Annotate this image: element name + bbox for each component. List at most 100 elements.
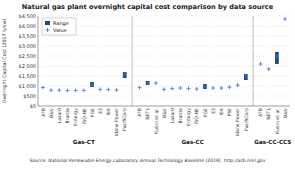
grid-line: [38, 96, 290, 97]
x-tick-label: Idaho Power: [114, 108, 119, 136]
chart: Natural gas plant overnight capital cost…: [0, 0, 295, 171]
x-tick-label: Brattle: [65, 108, 70, 124]
title: Natural gas plant overnight capital cost…: [22, 3, 274, 11]
group-label: Gas-CC-CCS: [254, 139, 291, 145]
y-tick-label: $500: [23, 93, 36, 99]
value-marker: [90, 83, 94, 87]
x-tick-label: Entergy: [186, 108, 191, 126]
x-tick-label: Entergy: [73, 108, 78, 126]
legend-label: Value: [53, 27, 67, 33]
value-marker: [267, 67, 271, 71]
x-tick-label: E3: [98, 108, 103, 114]
grid-line: [38, 106, 290, 107]
x-tick-label: Lazard: [170, 108, 175, 123]
x-tick-label: ISO-NE: [82, 108, 87, 124]
value-marker: [170, 87, 174, 91]
x-tick-label: B&V: [162, 107, 167, 118]
value-marker: [82, 88, 86, 92]
x-axis: [38, 106, 290, 107]
y-tick-label: $3,000: [19, 43, 37, 49]
value-marker: [41, 86, 45, 90]
x-tick-label: IEA: [219, 107, 224, 115]
value-marker: [74, 88, 78, 92]
legend-label: Range: [53, 20, 69, 27]
range-bar: [123, 72, 127, 78]
y-tick-label: $0: [30, 103, 36, 109]
y-axis-label: Overnight Capital Cost (2017 $/kw): [2, 19, 7, 104]
value-marker: [49, 88, 53, 92]
x-tick-label: Lazard: [57, 108, 62, 123]
legend-frame: [42, 18, 76, 35]
y-tick-label: $2,000: [19, 63, 37, 69]
value-marker: [154, 81, 158, 85]
x-tick-label: E3: [211, 108, 216, 114]
value-marker: [259, 62, 263, 66]
legend-swatch: [45, 21, 50, 25]
value-marker: [98, 87, 102, 91]
legend-swatch: [46, 28, 50, 32]
x-tick-label: PacifiCorp: [122, 108, 127, 131]
group-label: Gas-CC: [182, 139, 204, 145]
value-marker: [57, 88, 61, 92]
grid-line: [38, 46, 290, 47]
source: Source: National Renewable Energy Labora…: [29, 158, 266, 163]
grid-line: [38, 76, 290, 77]
x-tick-label: ATB: [41, 108, 46, 117]
value-marker: [211, 86, 215, 90]
group-separator: [253, 16, 254, 106]
range-bar: [146, 81, 150, 85]
value-marker: [203, 85, 207, 89]
plot-area: [41, 17, 287, 93]
value-marker: [106, 88, 110, 92]
x-tick-label: NETL: [266, 108, 271, 120]
range-bar: [275, 52, 279, 64]
value-marker: [275, 54, 279, 58]
y-tick-label: $4,000: [19, 23, 37, 29]
y-tick-label: $3,500: [19, 33, 37, 39]
value-marker: [236, 83, 240, 87]
x-tick-label: ISO-NE: [194, 108, 199, 124]
x-tick-label: ATB: [137, 108, 142, 117]
x-tick-label: Rubin et al.: [154, 108, 159, 134]
grid-line: [38, 56, 290, 57]
value-marker: [227, 85, 231, 89]
grid-line: [38, 66, 290, 67]
group-separator: [132, 16, 133, 106]
y-tick-label: $1,000: [19, 83, 37, 89]
value-marker: [283, 17, 287, 21]
legend: RangeValue: [42, 18, 76, 35]
x-tick-label: PSE: [227, 108, 232, 117]
range-bar: [90, 82, 94, 87]
x-tick-label: B&V: [283, 107, 288, 118]
y-tick-label: $1,500: [19, 73, 37, 79]
x-tick-label: PGE: [203, 108, 208, 117]
y-tick-label: $2,500: [19, 53, 37, 59]
x-tick-label: ATB: [258, 108, 263, 117]
value-marker: [137, 86, 141, 90]
grid-line: [38, 86, 290, 87]
range-bar: [203, 84, 207, 89]
value-marker: [178, 86, 182, 90]
range-bar: [244, 74, 248, 80]
x-tick-label: PacifiCorp: [244, 108, 249, 131]
value-marker: [65, 89, 69, 93]
value-marker: [219, 86, 223, 90]
group-label: Gas-CT: [73, 139, 95, 145]
value-marker: [162, 87, 166, 91]
x-tick-label: Brattle: [178, 108, 183, 124]
value-marker: [123, 72, 127, 76]
value-marker: [195, 87, 199, 91]
value-marker: [115, 88, 119, 92]
x-tick-label: Rubin et al.: [275, 108, 280, 134]
value-marker: [244, 74, 248, 78]
value-marker: [146, 81, 150, 85]
x-tick-label: PGE: [90, 108, 95, 117]
y-tick-label: $4,500: [19, 13, 37, 19]
x-tick-label: B&V: [49, 107, 54, 118]
grid-line: [38, 16, 290, 17]
x-tick-label: IEA: [106, 107, 111, 115]
y-axis: [38, 16, 39, 106]
grid-line: [38, 36, 290, 37]
value-marker: [187, 87, 191, 91]
x-tick-label: NETL: [145, 108, 150, 120]
